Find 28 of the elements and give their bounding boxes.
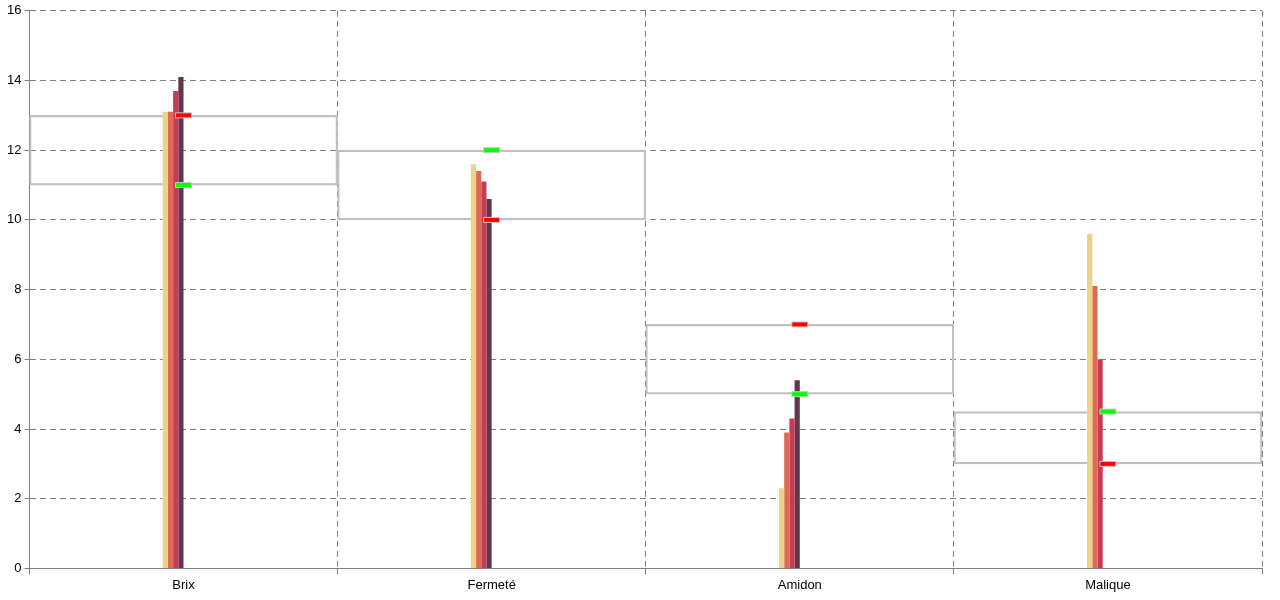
bar bbox=[789, 418, 795, 568]
y-tick-label: 10 bbox=[6, 211, 22, 227]
bar bbox=[1087, 233, 1093, 568]
y-tick-label: 12 bbox=[6, 141, 22, 157]
bar bbox=[481, 181, 487, 568]
bar bbox=[794, 380, 800, 568]
bar bbox=[476, 171, 482, 568]
y-tick-label: 2 bbox=[14, 490, 22, 506]
bar bbox=[1092, 286, 1098, 568]
x-tick-label: Malique bbox=[1085, 576, 1131, 592]
x-tick-label: Brix bbox=[172, 576, 196, 592]
y-tick-label: 8 bbox=[14, 281, 22, 297]
bar bbox=[470, 164, 477, 568]
y-tick-label: 14 bbox=[6, 72, 22, 88]
y-tick-label: 16 bbox=[6, 2, 22, 18]
y-tick-label: 4 bbox=[14, 420, 22, 436]
bar bbox=[1097, 359, 1103, 568]
y-tick-label: 0 bbox=[14, 559, 22, 575]
bar bbox=[162, 111, 168, 568]
bar bbox=[173, 90, 179, 568]
y-tick-label: 6 bbox=[14, 350, 22, 366]
bar bbox=[167, 111, 174, 568]
x-tick-label: Fermeté bbox=[467, 576, 516, 592]
x-tick-label: Amidon bbox=[777, 576, 822, 592]
bar bbox=[178, 77, 184, 568]
bar bbox=[784, 432, 790, 568]
bar bbox=[779, 488, 785, 568]
bar bbox=[486, 198, 492, 568]
